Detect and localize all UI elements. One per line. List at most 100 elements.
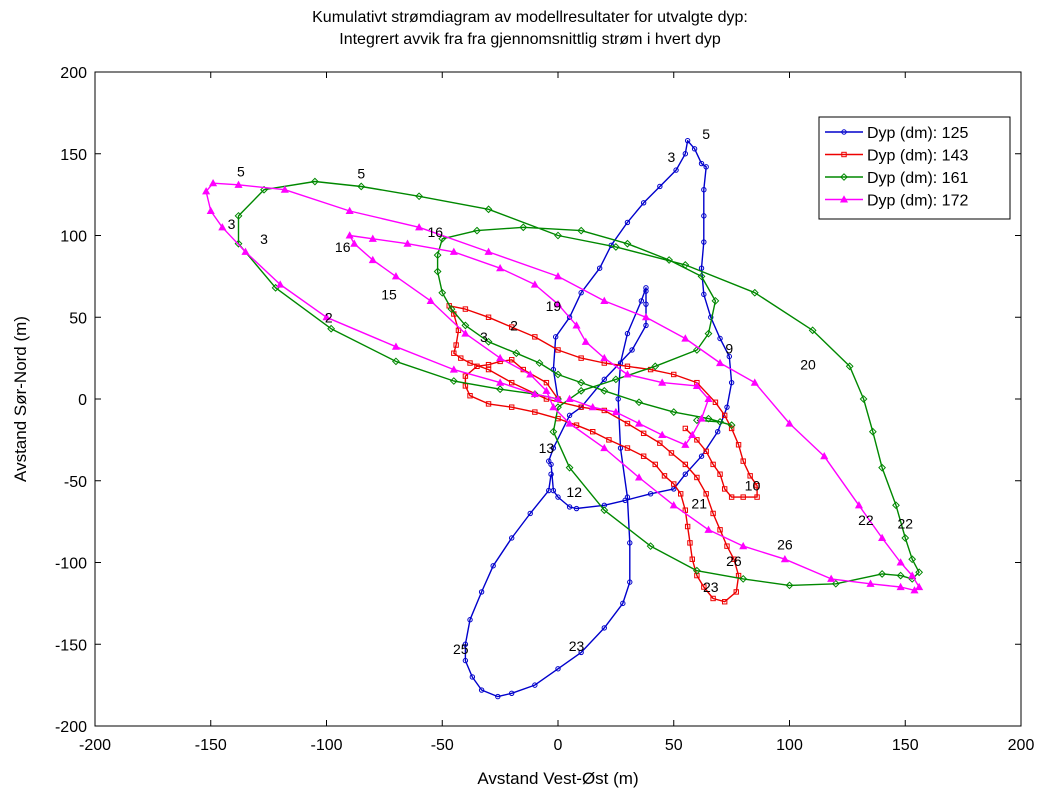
data-point-square xyxy=(671,481,677,487)
data-point-diamond xyxy=(473,226,481,235)
data-point-triangle xyxy=(206,206,215,215)
data-point-diamond xyxy=(438,288,447,297)
data-point-triangle xyxy=(780,555,789,563)
data-point-square xyxy=(728,494,735,500)
data-point-circle xyxy=(698,453,705,459)
data-point-square xyxy=(721,412,728,419)
data-point-diamond xyxy=(496,385,505,394)
data-point-triangle xyxy=(565,394,574,403)
chart-title: Kumulativt strømdiagram av modellresulta… xyxy=(312,9,748,26)
data-point-square xyxy=(509,324,515,330)
legend-item-3: Dyp (dm): 172 xyxy=(825,193,968,210)
data-point-circle xyxy=(462,657,469,664)
legend-label: Dyp (dm): 125 xyxy=(867,125,968,142)
data-point-triangle xyxy=(391,342,400,350)
data-point-triangle xyxy=(526,370,535,378)
data-point-triangle xyxy=(581,337,590,345)
data-point-circle xyxy=(698,265,705,271)
data-point-triangle xyxy=(785,419,794,427)
data-point-diamond xyxy=(681,261,690,269)
data-point-circle xyxy=(555,494,561,500)
data-point-triangle xyxy=(345,206,354,215)
series-3 xyxy=(202,178,924,594)
data-point-square xyxy=(710,510,716,517)
data-point-triangle xyxy=(218,223,227,231)
data-point-triangle xyxy=(827,574,836,582)
point-annotation: 23 xyxy=(569,638,585,654)
data-point-square xyxy=(682,425,689,432)
point-annotation: 3 xyxy=(260,231,268,247)
point-annotation: 16 xyxy=(428,224,444,240)
data-point-triangle xyxy=(634,419,644,427)
y-axis-label: Avstand Sør-Nord (m) xyxy=(11,316,30,482)
data-point-diamond xyxy=(727,421,736,430)
data-point-diamond xyxy=(750,288,759,297)
data-point-square xyxy=(712,399,719,405)
data-point-circle xyxy=(566,314,573,320)
data-point-triangle xyxy=(681,334,690,342)
point-annotation: 5 xyxy=(357,165,365,181)
data-point-square xyxy=(509,379,515,386)
point-annotation: 25 xyxy=(453,641,469,657)
point-annotation: 2 xyxy=(510,317,518,333)
point-annotation: 10 xyxy=(745,478,761,494)
data-point-diamond xyxy=(484,205,493,214)
data-point-square xyxy=(624,363,631,370)
data-point-triangle xyxy=(209,178,218,187)
data-point-circle xyxy=(624,219,631,226)
data-point-diamond xyxy=(859,395,868,403)
data-point-square xyxy=(754,482,760,489)
data-point-triangle xyxy=(345,231,354,239)
point-annotation: 26 xyxy=(726,553,742,569)
data-point-triangle xyxy=(688,430,697,439)
data-point-circle xyxy=(573,505,580,512)
data-point-diamond xyxy=(565,463,574,472)
series-line-2 xyxy=(237,180,920,587)
data-point-triangle xyxy=(658,430,667,439)
data-point-triangle xyxy=(854,501,863,509)
data-point-diamond xyxy=(611,375,620,384)
legend-label: Dyp (dm): 172 xyxy=(867,193,968,210)
data-point-square xyxy=(474,363,480,370)
data-point-diamond xyxy=(697,272,706,281)
data-point-triangle xyxy=(530,389,539,398)
data-point-diamond xyxy=(611,243,620,251)
data-point-circle xyxy=(478,589,485,595)
data-point-circle xyxy=(657,183,663,190)
data-point-circle xyxy=(701,239,707,245)
legend-item-2: Dyp (dm): 161 xyxy=(825,170,968,187)
x-tick-label: -200 xyxy=(79,737,111,754)
data-point-triangle xyxy=(449,365,458,373)
data-point-circle xyxy=(478,687,485,693)
data-point-triangle xyxy=(716,358,725,367)
data-point-diamond xyxy=(512,349,521,358)
data-point-circle xyxy=(701,187,707,193)
data-point-square xyxy=(703,448,709,455)
data-point-diamond xyxy=(711,296,720,305)
data-point-triangle xyxy=(530,280,539,288)
data-point-square xyxy=(606,437,612,443)
data-point-square xyxy=(652,461,658,468)
data-point-diamond xyxy=(327,324,336,333)
data-point-triangle xyxy=(391,272,400,280)
data-point-circle xyxy=(671,486,677,492)
series-1 xyxy=(446,303,760,605)
chart-subtitle: Integrert avvik fra fra gjennomsnittlig … xyxy=(339,31,721,48)
data-point-diamond xyxy=(577,386,586,395)
data-point-triangle xyxy=(449,247,458,255)
data-point-diamond xyxy=(484,337,493,346)
data-point-square xyxy=(721,486,728,492)
data-point-diamond xyxy=(635,398,643,407)
point-annotation: 15 xyxy=(381,286,397,302)
data-point-square xyxy=(668,450,675,456)
data-point-triangle xyxy=(908,571,917,579)
data-point-diamond xyxy=(831,579,840,588)
data-point-square xyxy=(578,404,584,410)
data-point-triangle xyxy=(839,195,849,203)
data-point-diamond xyxy=(549,427,558,436)
legend-label: Dyp (dm): 143 xyxy=(867,148,968,165)
data-point-triangle xyxy=(669,501,678,509)
data-point-circle xyxy=(701,291,707,298)
data-point-circle xyxy=(691,146,698,152)
